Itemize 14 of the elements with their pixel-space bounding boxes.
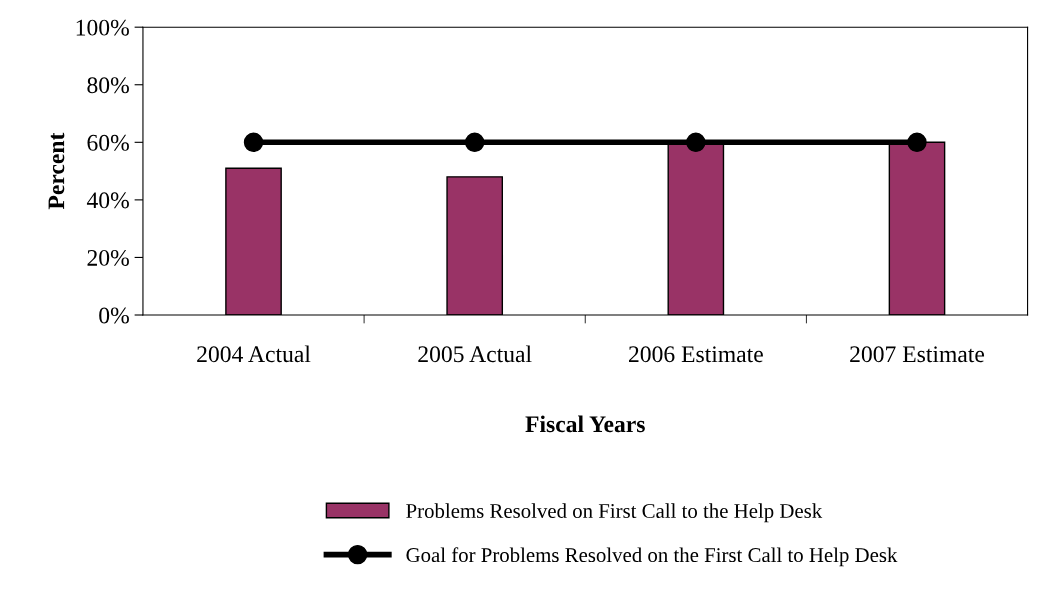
y-axis-title: Percent: [48, 132, 65, 210]
x-axis-title: Fiscal Years: [525, 415, 645, 433]
y-tick-label: 80%: [87, 77, 129, 94]
y-tick-label: 20%: [87, 249, 129, 266]
legend-label: Goal for Problems Resolved on the First Call to Help Desk: [406, 547, 898, 567]
x-tick-label: 2004 Actual: [197, 345, 311, 363]
y-tick-label: 100%: [76, 19, 129, 36]
x-tick-label: 2006 Estimate: [629, 346, 763, 363]
y-tick-label: 40%: [86, 192, 129, 209]
x-tick-label: 2007 Estimate: [850, 346, 985, 363]
legend-label: Problems Resolved on First Call to the Help Desk: [406, 503, 823, 523]
x-tick-label: 2005 Actual: [418, 345, 532, 363]
y-tick-label: 60%: [87, 134, 129, 151]
y-tick-label: 0%: [99, 307, 129, 324]
